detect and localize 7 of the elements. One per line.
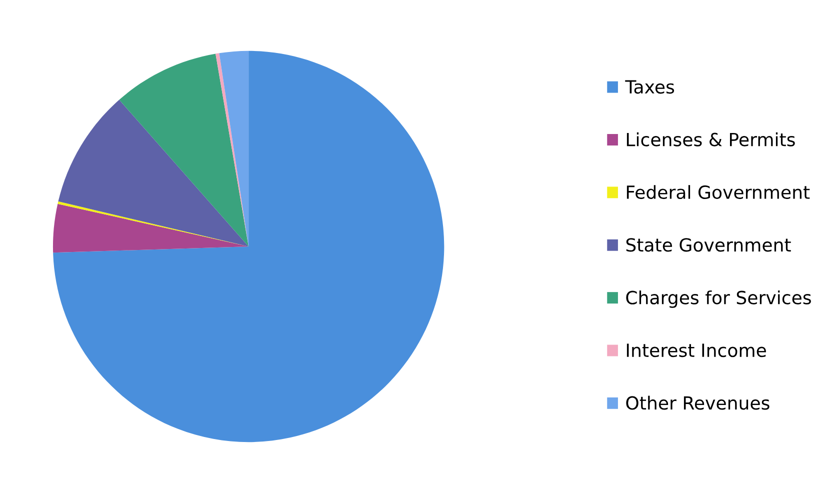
legend-label: State Government: [626, 238, 791, 252]
legend-label: Interest Income: [626, 344, 766, 358]
legend-label: Federal Government: [626, 185, 810, 200]
legend-label: Other Revenues: [626, 396, 770, 410]
legend-label: Taxes: [625, 80, 674, 94]
legend-label: Licenses & Permits: [626, 132, 795, 146]
legend-label: Charges for Services: [626, 290, 811, 308]
